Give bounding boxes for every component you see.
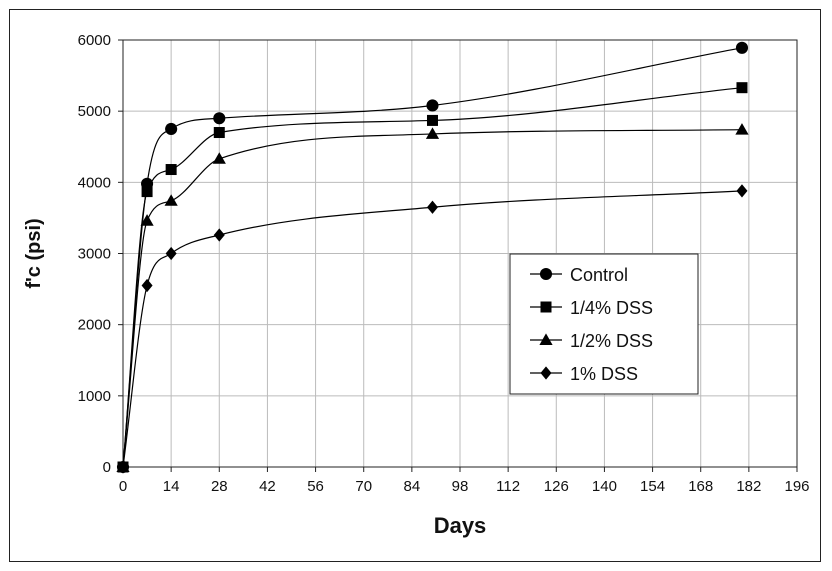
data-point [165, 122, 178, 136]
x-tick-label: 0 [119, 478, 127, 495]
data-point [426, 99, 439, 112]
legend-item: 1% DSS [530, 364, 638, 384]
data-point [213, 127, 225, 139]
legend-label: 1/2% DSS [570, 331, 653, 351]
legend: Control 1/4% DSS 1/2% DSS 1% DSS [509, 253, 699, 395]
data-point [736, 184, 748, 198]
data-point [426, 114, 438, 126]
legend-item: Control [530, 265, 628, 285]
y-tick-label: 6000 [78, 32, 111, 49]
legend-marker [540, 366, 552, 380]
legend-label: 1/4% DSS [570, 298, 653, 318]
data-point [425, 127, 440, 139]
x-tick-label: 182 [736, 478, 761, 495]
data-point [735, 123, 749, 135]
x-tick-label: 98 [452, 478, 469, 495]
x-tick-label: 42 [259, 478, 276, 495]
legend-marker [539, 333, 553, 345]
data-point [736, 82, 748, 94]
data-point [426, 200, 438, 214]
y-axis-title: f'c (psi) [23, 218, 45, 288]
legend-label: 1% DSS [570, 364, 638, 384]
x-tick-label: 168 [688, 478, 713, 495]
legend-item: 1/2% DSS [530, 331, 653, 351]
data-point [164, 194, 178, 206]
y-tick-label: 5000 [78, 103, 111, 120]
data-point [212, 152, 226, 164]
data-point [165, 164, 177, 176]
legend-marker [540, 301, 552, 313]
x-tick-label: 154 [640, 478, 665, 495]
data-point [141, 186, 153, 198]
x-tick-label: 84 [404, 478, 421, 495]
x-axis: 0 14 28 42 56 70 84 98 112 126 140 154 168 182 196 [119, 467, 810, 495]
x-tick-label: 196 [784, 478, 809, 495]
x-tick-label: 14 [163, 478, 180, 495]
y-tick-label: 0 [103, 459, 111, 476]
data-point [141, 278, 153, 293]
x-tick-label: 70 [355, 478, 372, 495]
legend-label: Control [570, 265, 628, 285]
y-tick-label: 4000 [78, 174, 111, 191]
x-tick-label: 56 [307, 478, 324, 495]
x-tick-label: 126 [544, 478, 569, 495]
y-tick-label: 3000 [78, 246, 111, 263]
x-tick-label: 28 [211, 478, 228, 495]
legend-item: 1/4% DSS [530, 298, 653, 318]
x-axis-title: Days [434, 513, 487, 538]
series-3 [117, 184, 748, 474]
x-tick-label: 140 [592, 478, 617, 495]
y-axis: 0 1000 2000 3000 4000 5000 6000 [78, 32, 123, 476]
data-point [213, 112, 226, 125]
data-point [117, 460, 129, 474]
x-tick-label: 112 [496, 478, 520, 495]
legend-marker [539, 267, 553, 281]
data-point [735, 41, 749, 54]
data-point [140, 214, 154, 226]
series-layer [116, 41, 749, 474]
data-point [213, 228, 225, 242]
y-tick-label: 2000 [78, 317, 111, 334]
legend-box [509, 253, 699, 395]
data-point [165, 246, 177, 261]
y-tick-label: 1000 [78, 388, 111, 405]
